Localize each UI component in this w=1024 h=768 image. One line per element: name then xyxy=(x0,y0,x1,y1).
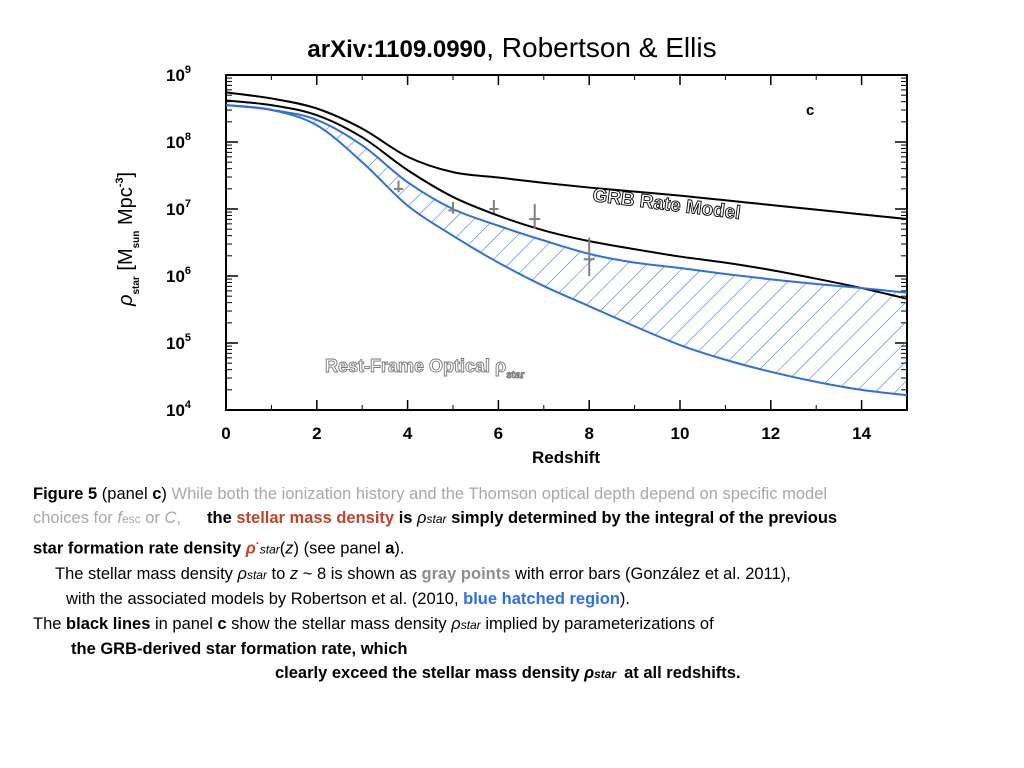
caption-text: c xyxy=(217,614,227,633)
caption-gray-text: While both the ionization history and th… xyxy=(171,485,828,503)
black-lines-highlight: black lines xyxy=(66,614,151,633)
caption-text: The stellar mass density xyxy=(55,565,238,584)
caption-line-8: clearly exceed the stellar mass density … xyxy=(33,661,1003,686)
caption-text: z xyxy=(289,565,299,584)
caption-text: z xyxy=(285,539,294,558)
x-tick-label: 14 xyxy=(852,424,871,443)
arxiv-id: arXiv:1109.0990 xyxy=(307,36,487,63)
caption-text: implied by parameterizations of xyxy=(480,614,714,633)
caption-gray-text: or xyxy=(140,509,165,528)
figure-caption: Figure 5 (panel c) While both the ioniza… xyxy=(33,482,1003,686)
caption-text: star xyxy=(246,568,267,583)
series-line-0 xyxy=(226,91,907,221)
caption-text: ρ xyxy=(451,614,461,633)
caption-text: in panel xyxy=(150,614,218,633)
caption-line-2: choices for fesc or C, the stellar mass d… xyxy=(33,506,1003,531)
grb-rate-model-label: GRB Rate Model xyxy=(591,185,741,224)
y-tick-label: 104 xyxy=(166,399,192,420)
series-line-2 xyxy=(226,104,907,294)
caption-text: is xyxy=(394,509,418,528)
caption-text: (see panel xyxy=(299,539,386,558)
caption-line-5: with the associated models by Robertson … xyxy=(33,587,1003,611)
caption-text: with error bars (González et al. 2011), xyxy=(510,565,791,584)
chart-labels: 0 2 4 6 8 10 12 14 109 108 107 106 105 104 c GRB Rate M… xyxy=(114,64,872,467)
gray-data-point xyxy=(448,201,458,214)
plot-frame xyxy=(225,74,908,411)
blue-hatched-region-highlight: blue hatched region xyxy=(463,590,620,609)
caption-text: clearly exceed the stellar mass density xyxy=(275,663,585,682)
caption-text: at all redshifts. xyxy=(624,663,741,682)
caption-text: ). xyxy=(619,590,631,609)
y-tick-label: 105 xyxy=(166,332,191,353)
caption-text: star formation rate density xyxy=(33,539,246,558)
caption-text: · xyxy=(255,536,260,551)
caption-text: ρ xyxy=(245,539,256,558)
gray-data-point xyxy=(393,180,404,193)
caption-text: ( xyxy=(279,539,286,558)
caption-gray-text: f xyxy=(117,509,122,528)
caption-text: ) xyxy=(293,539,300,558)
caption-text: star xyxy=(460,617,481,632)
caption-text: star xyxy=(259,542,280,557)
slide-title: arXiv:1109.0990, Robertson & Ellis xyxy=(0,32,1024,64)
y-tick-label: 107 xyxy=(166,198,191,219)
caption-line-4: The stellar mass density ρstar to z ~ 8 … xyxy=(33,562,1003,587)
caption-gray-text: choices for xyxy=(33,509,118,528)
plot-area xyxy=(226,91,907,397)
caption-gray-text: esc xyxy=(121,512,141,527)
caption-text: ρ xyxy=(584,663,595,682)
x-tick-label: 2 xyxy=(312,424,321,443)
caption-text: The xyxy=(33,614,67,633)
rest-frame-optical-label: Rest-Frame Optical ρstar xyxy=(325,356,525,381)
y-axis-label: ρstar [Msun Mpc-3] xyxy=(114,172,142,307)
y-tick-label: 106 xyxy=(166,265,191,286)
caption-line-7: the GRB-derived star formation rate, whi… xyxy=(33,637,1003,661)
y-tick-label: 109 xyxy=(166,64,191,85)
x-tick-label: 8 xyxy=(584,424,593,443)
series-line-1 xyxy=(226,99,907,300)
caption-line-1: Figure 5 (panel c) While both the ioniza… xyxy=(33,482,1003,506)
caption-line-3: star formation rate density ρ·star(z) (s… xyxy=(33,531,1003,562)
caption-text: ) xyxy=(161,485,172,503)
caption-text: the GRB-derived star formation rate, whi… xyxy=(71,639,408,658)
authors: , Robertson & Ellis xyxy=(486,32,717,63)
caption-text: (panel xyxy=(97,485,153,503)
caption-text: ρ xyxy=(417,509,427,528)
x-tick-label: 12 xyxy=(761,424,780,443)
gray-points-highlight: gray points xyxy=(421,565,511,584)
series-line-3 xyxy=(226,104,907,397)
gray-data-point xyxy=(489,199,499,214)
caption-text: star xyxy=(426,512,447,527)
caption-text: a xyxy=(385,539,395,558)
caption-line-6: The black lines in panel c show the stel… xyxy=(33,612,1003,637)
caption-text: simply determined by the integral of the… xyxy=(446,509,838,528)
stellar-mass-density-chart: 0 2 4 6 8 10 12 14 109 108 107 106 105 104 c GRB Rate M… xyxy=(114,64,908,467)
gray-data-point xyxy=(583,237,595,276)
caption-text: the xyxy=(207,509,237,528)
x-tick-label: 4 xyxy=(403,424,413,443)
x-axis-label: Redshift xyxy=(532,448,600,467)
caption-gray-text: C xyxy=(164,509,177,528)
x-tick-label: 10 xyxy=(671,424,690,443)
x-tick-label: 0 xyxy=(221,424,230,443)
caption-text: with the associated models by Robertson … xyxy=(66,590,464,609)
caption-text: to xyxy=(266,565,290,584)
caption-text: ρ xyxy=(237,565,247,584)
caption-text: show the stellar mass density xyxy=(226,614,452,633)
caption-text: ). xyxy=(394,539,405,558)
figure-label: Figure 5 xyxy=(33,485,98,503)
blue-hatched-region xyxy=(226,105,907,396)
caption-gray-text: , xyxy=(176,509,182,528)
stellar-mass-density-highlight: stellar mass density xyxy=(236,509,395,528)
gray-data-point xyxy=(529,204,541,230)
caption-text: ~ 8 is shown as xyxy=(298,565,422,584)
panel-label: c xyxy=(806,102,814,119)
caption-text: star xyxy=(594,666,617,681)
y-tick-label: 108 xyxy=(166,131,191,152)
caption-text: c xyxy=(152,485,162,503)
x-tick-label: 6 xyxy=(494,424,503,443)
